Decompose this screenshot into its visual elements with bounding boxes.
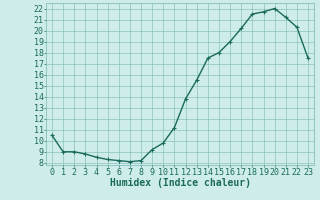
- X-axis label: Humidex (Indice chaleur): Humidex (Indice chaleur): [109, 178, 251, 188]
